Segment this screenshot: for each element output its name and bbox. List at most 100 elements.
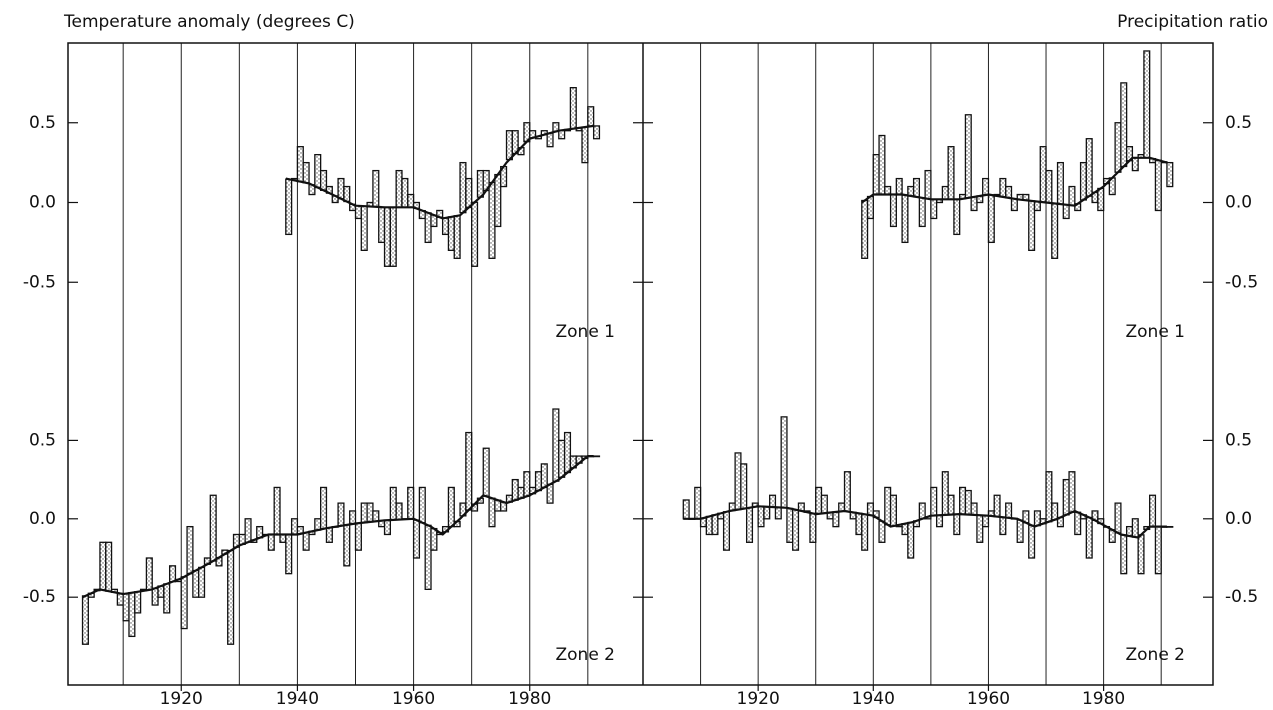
x-tick-label: 1940 [852, 689, 895, 709]
anomaly-bar [901, 523, 909, 536]
anomaly-bar [465, 177, 473, 209]
anomaly-bar [209, 494, 217, 562]
anomaly-bar [982, 514, 990, 528]
anomaly-bar [290, 518, 299, 536]
anomaly-bar [314, 518, 322, 531]
anomaly-bar [592, 455, 601, 458]
anomaly-bar [941, 471, 949, 516]
anomaly-bar [395, 502, 403, 521]
anomaly-bar [320, 486, 328, 530]
y-tick-label: 0.5 [29, 113, 56, 133]
anomaly-bar [953, 513, 961, 536]
y-tick-label: 0.0 [29, 509, 56, 529]
anomaly-bar [1045, 471, 1053, 523]
anomaly-bar [343, 524, 351, 567]
anomaly-bar [1051, 502, 1059, 521]
anomaly-bar [383, 206, 391, 267]
anomaly-bar [757, 505, 765, 528]
anomaly-bar [872, 153, 880, 196]
anomaly-bar [511, 478, 519, 501]
anomaly-bar [401, 177, 409, 208]
anomaly-bar [993, 494, 1001, 518]
anomaly-bar [947, 494, 955, 516]
anomaly-bar [471, 201, 479, 267]
anomaly-bar [1154, 525, 1162, 575]
anomaly-bar [734, 452, 742, 511]
anomaly-bar [476, 169, 484, 198]
zone-label: Zone 2 [1126, 645, 1186, 665]
anomaly-bar [935, 514, 944, 528]
anomaly-bar [459, 161, 467, 214]
anomaly-bar [453, 215, 461, 259]
anomaly-bar [592, 125, 601, 140]
anomaly-bar [866, 502, 874, 516]
anomaly-bar [134, 591, 142, 614]
anomaly-bar [378, 206, 386, 244]
anomaly-bar [302, 531, 310, 551]
trend-line [861, 156, 1168, 207]
anomaly-bar [1085, 516, 1093, 559]
anomaly-bar [774, 506, 782, 520]
anomaly-bar [1074, 511, 1082, 536]
anomaly-bar [1079, 161, 1087, 201]
anomaly-bar [151, 587, 159, 606]
anomaly-bar [186, 525, 194, 575]
anomaly-bar [722, 511, 731, 551]
y-tick-label: -0.5 [23, 587, 56, 607]
anomaly-bar [705, 515, 713, 536]
x-tick-label: 1980 [1082, 689, 1125, 709]
anomaly-bar [889, 193, 897, 228]
anomaly-bar [244, 518, 252, 543]
anomaly-bar [861, 513, 869, 551]
anomaly-bar [912, 177, 921, 198]
anomaly-bar [389, 486, 397, 521]
x-tick-label: 1940 [276, 689, 319, 709]
anomaly-bar [1068, 185, 1076, 207]
x-tick-label: 1980 [508, 689, 551, 709]
y-tick-label: 0.5 [1225, 113, 1252, 133]
anomaly-bar [360, 502, 368, 524]
anomaly-bar [337, 502, 345, 527]
anomaly-bar [1062, 478, 1070, 516]
zone-label: Zone 1 [1126, 322, 1186, 342]
anomaly-bar [372, 169, 380, 208]
anomaly-bar [482, 447, 490, 497]
anomaly-bar [412, 519, 421, 559]
anomaly-bar [1120, 534, 1128, 575]
anomaly-bar [418, 486, 426, 524]
anomaly-bar [424, 524, 432, 591]
anomaly-bar [563, 431, 572, 474]
anomaly-bar [959, 486, 967, 515]
trend-line [285, 124, 594, 220]
anomaly-bar [180, 576, 188, 630]
anomaly-bar [1131, 157, 1139, 172]
anomaly-bar [505, 130, 513, 161]
anomaly-bar [1097, 187, 1105, 212]
anomaly-bar [895, 177, 903, 196]
anomaly-bar [1154, 159, 1162, 212]
anomaly-bar [1028, 200, 1036, 251]
anomaly-bar [970, 196, 978, 212]
anomaly-bar [763, 506, 771, 520]
anomaly-bar [889, 494, 897, 527]
anomaly-bar [145, 557, 153, 591]
anomaly-bar [976, 514, 984, 543]
anomaly-bar [360, 205, 368, 252]
anomaly-bar [999, 177, 1007, 198]
anomaly-bar [337, 177, 345, 200]
anomaly-bar [924, 169, 932, 200]
anomaly-bar [523, 471, 531, 497]
anomaly-bar [1056, 161, 1064, 205]
anomaly-bar [407, 193, 415, 208]
y-tick-label: 0.0 [1225, 509, 1252, 529]
anomaly-bar [1131, 518, 1139, 538]
anomaly-bar [407, 486, 415, 520]
anomaly-bar [534, 471, 543, 492]
anomaly-bar [745, 507, 754, 543]
anomaly-bar [855, 512, 863, 536]
anomaly-bar [1028, 524, 1036, 559]
anomaly-bar [861, 199, 869, 259]
anomaly-bar [494, 173, 502, 228]
anomaly-bar [1039, 146, 1047, 203]
y-tick-label: 0.0 [29, 193, 56, 213]
